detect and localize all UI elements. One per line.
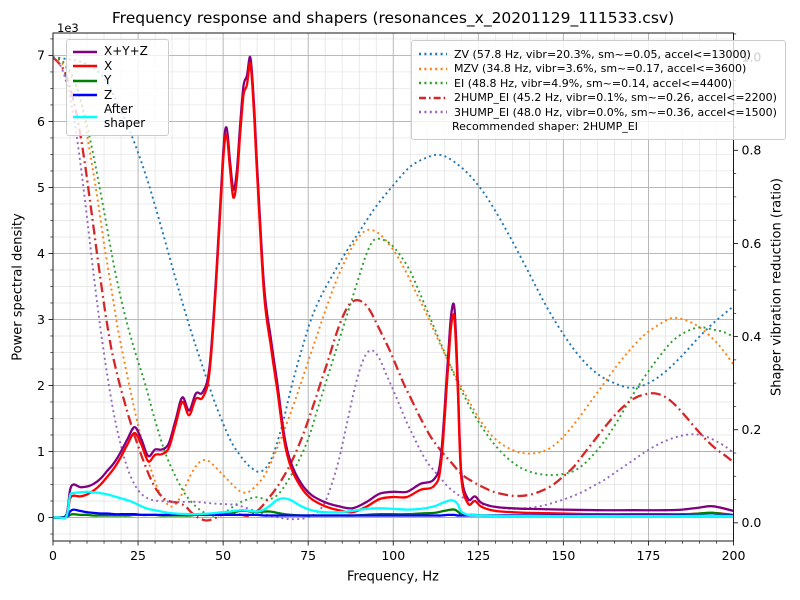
x-tick-label: 0 bbox=[49, 548, 57, 563]
y-axis-label-right: Shaper vibration reduction (ratio) bbox=[769, 178, 785, 396]
x-tick-label: 125 bbox=[466, 548, 490, 563]
legend-swatch-line bbox=[419, 52, 447, 56]
curve-shaper-EI bbox=[53, 56, 734, 517]
chart-title: Frequency response and shapers (resonanc… bbox=[111, 9, 675, 27]
curve-psd-After-shaper bbox=[53, 490, 734, 520]
y-left-tick-label: 3 bbox=[37, 312, 45, 327]
y-left-tick-label: 4 bbox=[37, 246, 45, 261]
curve-shaper-MZV bbox=[53, 56, 734, 508]
y-right-tick-label: 0.6 bbox=[742, 236, 762, 251]
legend-shapers-item-zv: ZV (57.8 Hz, vibr=20.3%, sm~=0.05, accel… bbox=[418, 48, 777, 61]
legend-swatch-line bbox=[419, 67, 447, 70]
x-tick-label: 75 bbox=[300, 548, 316, 563]
curve-psd-X bbox=[53, 61, 734, 519]
x-tick-label: 50 bbox=[215, 548, 231, 563]
y-left-tick-label: 6 bbox=[37, 114, 45, 129]
y-right-tick-label: 0.0 bbox=[742, 515, 762, 530]
legend-shapers-item-label: 2HUMP_EI (45.2 Hz, vibr=0.1%, sm~=0.26, … bbox=[454, 91, 777, 104]
legend-shapers-item-label: ZV (57.8 Hz, vibr=20.3%, sm~=0.05, accel… bbox=[454, 47, 751, 61]
legend-swatch-line bbox=[73, 65, 97, 68]
legend-swatch-line bbox=[419, 110, 447, 114]
legend-psd-item-label: X+Y+Z bbox=[104, 44, 148, 58]
legend-swatch-line bbox=[419, 81, 447, 85]
legend-shapers-item-3hump_ei: 3HUMP_EI (48.0 Hz, vibr=0.0%, sm~=0.36, … bbox=[418, 106, 777, 119]
legend-psd-item-label: After shaper bbox=[104, 102, 146, 130]
y-axis-offset-text: 1e3 bbox=[57, 21, 79, 35]
legend-swatch-line bbox=[73, 79, 97, 83]
legend-swatch-line bbox=[73, 115, 97, 119]
curve-shaper-2HUMP_EI bbox=[53, 56, 734, 522]
legend-swatch-line bbox=[73, 50, 97, 54]
legend-psd-item-after: After shaper bbox=[72, 102, 160, 130]
y-right-tick-label: 0.8 bbox=[742, 143, 762, 158]
legend-swatch-line bbox=[419, 96, 447, 99]
x-tick-label: 25 bbox=[130, 548, 146, 563]
legend-psd-item-z: Z bbox=[72, 87, 160, 103]
legend-psd: X+Y+Z X Y Z After shaper bbox=[66, 39, 169, 137]
legend-shapers-item-label: 3HUMP_EI (48.0 Hz, vibr=0.0%, sm~=0.36, … bbox=[454, 105, 777, 119]
recommended-shaper-note: Recommended shaper: 2HUMP_EI bbox=[452, 120, 638, 133]
x-tick-label: 100 bbox=[381, 548, 405, 563]
y-left-tick-label: 7 bbox=[37, 48, 45, 63]
legend-psd-item-y: Y bbox=[72, 74, 160, 88]
y-right-tick-label: 0.4 bbox=[742, 329, 762, 344]
legend-shapers-item-label: MZV (34.8 Hz, vibr=3.6%, sm~=0.17, accel… bbox=[454, 62, 747, 75]
y-right-tick-label: 0.2 bbox=[742, 422, 762, 437]
legend-shapers-item-2hump_ei: 2HUMP_EI (45.2 Hz, vibr=0.1%, sm~=0.26, … bbox=[418, 91, 777, 104]
x-tick-label: 200 bbox=[722, 548, 746, 563]
tick-labels: 0 25 50 75 100 125 150 175 200 0 1 2 3 4 5 6 7 0.0 0.2 0.4 0… bbox=[37, 48, 761, 563]
x-tick-label: 150 bbox=[551, 548, 575, 563]
legend-shapers-item-mzv: MZV (34.8 Hz, vibr=3.6%, sm~=0.17, accel… bbox=[418, 62, 777, 75]
curve-shaper-ZV bbox=[53, 56, 734, 473]
curve-shaper-3HUMP_EI bbox=[53, 56, 734, 521]
legend-swatch-line bbox=[73, 94, 97, 97]
legend-psd-item-label: Z bbox=[104, 87, 113, 102]
y-axis-label-left: Power spectral density bbox=[10, 213, 26, 361]
psd-curves bbox=[53, 55, 734, 520]
x-tick-label: 175 bbox=[637, 548, 661, 563]
y-left-tick-label: 2 bbox=[37, 378, 45, 393]
legend-psd-item-x+y+z: X+Y+Z bbox=[72, 44, 160, 59]
y-left-tick-label: 1 bbox=[37, 444, 45, 459]
x-axis-label: Frequency, Hz bbox=[346, 569, 440, 585]
legend-shapers-item-ei: EI (48.8 Hz, vibr=4.9%, sm~=0.14, accel<… bbox=[418, 77, 777, 90]
legend-psd-item-label: Y bbox=[104, 73, 112, 88]
legend-shapers: ZV (57.8 Hz, vibr=20.3%, sm~=0.05, accel… bbox=[411, 40, 786, 140]
legend-psd-item-label: X bbox=[104, 58, 113, 73]
y-left-tick-label: 5 bbox=[37, 180, 45, 195]
legend-shapers-item-label: EI (48.8 Hz, vibr=4.9%, sm~=0.14, accel<… bbox=[454, 76, 732, 90]
legend-psd-item-x: X bbox=[72, 58, 160, 74]
shaper-curves bbox=[53, 56, 734, 522]
y-left-tick-label: 0 bbox=[37, 510, 45, 525]
